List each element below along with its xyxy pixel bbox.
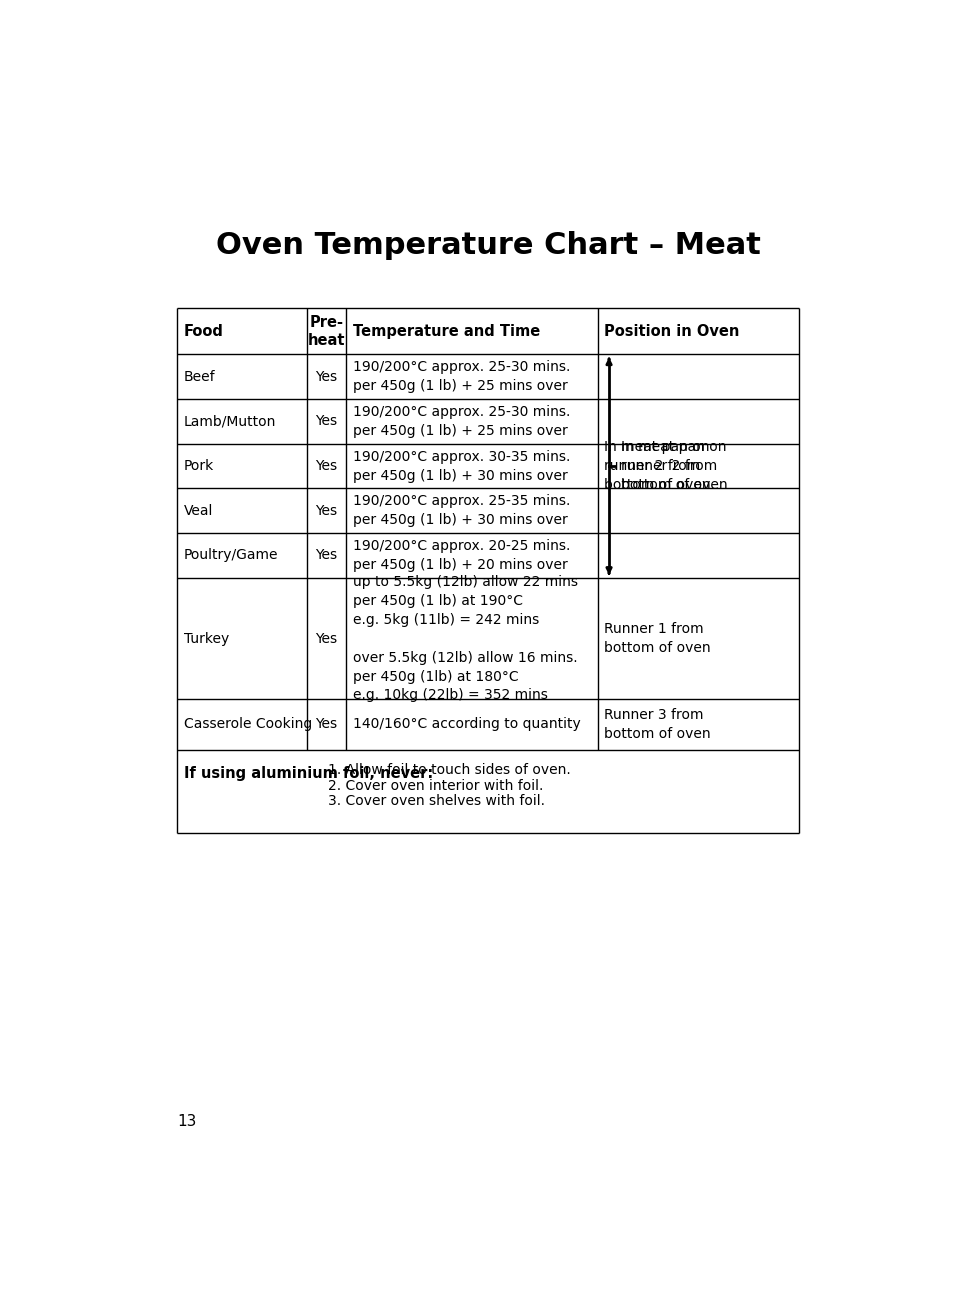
Text: In meat pan on
runner 2 from
bottom of oven: In meat pan on runner 2 from bottom of o… (604, 440, 710, 492)
Text: Temperature and Time: Temperature and Time (353, 324, 539, 339)
Text: Poultry/Game: Poultry/Game (183, 548, 277, 562)
Text: 190/200°C approx. 25-30 mins.
per 450g (1 lb) + 25 mins over: 190/200°C approx. 25-30 mins. per 450g (… (353, 360, 569, 393)
Text: Position in Oven: Position in Oven (604, 324, 739, 339)
Text: Runner 1 from
bottom of oven: Runner 1 from bottom of oven (604, 622, 710, 655)
Text: 1. Allow foil to touch sides of oven.: 1. Allow foil to touch sides of oven. (328, 763, 571, 778)
Text: 190/200°C approx. 25-35 mins.
per 450g (1 lb) + 30 mins over: 190/200°C approx. 25-35 mins. per 450g (… (353, 495, 569, 527)
Text: 140/160°C according to quantity: 140/160°C according to quantity (353, 718, 579, 732)
Text: Yes: Yes (315, 718, 337, 732)
Text: Veal: Veal (183, 504, 213, 518)
Text: Turkey: Turkey (183, 632, 229, 646)
Text: Yes: Yes (315, 548, 337, 562)
Text: If using aluminium foil, never:: If using aluminium foil, never: (183, 766, 433, 782)
Text: 13: 13 (177, 1114, 196, 1129)
Text: 190/200°C approx. 25-30 mins.
per 450g (1 lb) + 25 mins over: 190/200°C approx. 25-30 mins. per 450g (… (353, 405, 569, 438)
Text: 2. Cover oven interior with foil.: 2. Cover oven interior with foil. (328, 779, 543, 792)
Text: Runner 3 from
bottom of oven: Runner 3 from bottom of oven (604, 709, 710, 741)
Text: Yes: Yes (315, 369, 337, 384)
Text: Yes: Yes (315, 632, 337, 646)
Text: 190/200°C approx. 30-35 mins.
per 450g (1 lb) + 30 mins over: 190/200°C approx. 30-35 mins. per 450g (… (353, 450, 569, 483)
Text: Lamb/Mutton: Lamb/Mutton (183, 415, 275, 428)
Text: In meat pan on
runner 2 from
bottom of oven: In meat pan on runner 2 from bottom of o… (620, 440, 727, 492)
Text: Pork: Pork (183, 459, 213, 474)
Text: Yes: Yes (315, 504, 337, 518)
Text: 190/200°C approx. 20-25 mins.
per 450g (1 lb) + 20 mins over: 190/200°C approx. 20-25 mins. per 450g (… (353, 539, 569, 572)
Text: Casserole Cooking: Casserole Cooking (183, 718, 312, 732)
Text: 3. Cover oven shelves with foil.: 3. Cover oven shelves with foil. (328, 795, 545, 808)
Text: Oven Temperature Chart – Meat: Oven Temperature Chart – Meat (216, 231, 760, 260)
Text: Food: Food (183, 324, 223, 339)
Text: up to 5.5kg (12lb) allow 22 mins
per 450g (1 lb) at 190°C
e.g. 5kg (11lb) = 242 : up to 5.5kg (12lb) allow 22 mins per 450… (353, 574, 577, 702)
Text: Beef: Beef (183, 369, 215, 384)
Text: Yes: Yes (315, 415, 337, 428)
Text: Pre-
heat: Pre- heat (308, 316, 345, 347)
Text: Yes: Yes (315, 459, 337, 474)
